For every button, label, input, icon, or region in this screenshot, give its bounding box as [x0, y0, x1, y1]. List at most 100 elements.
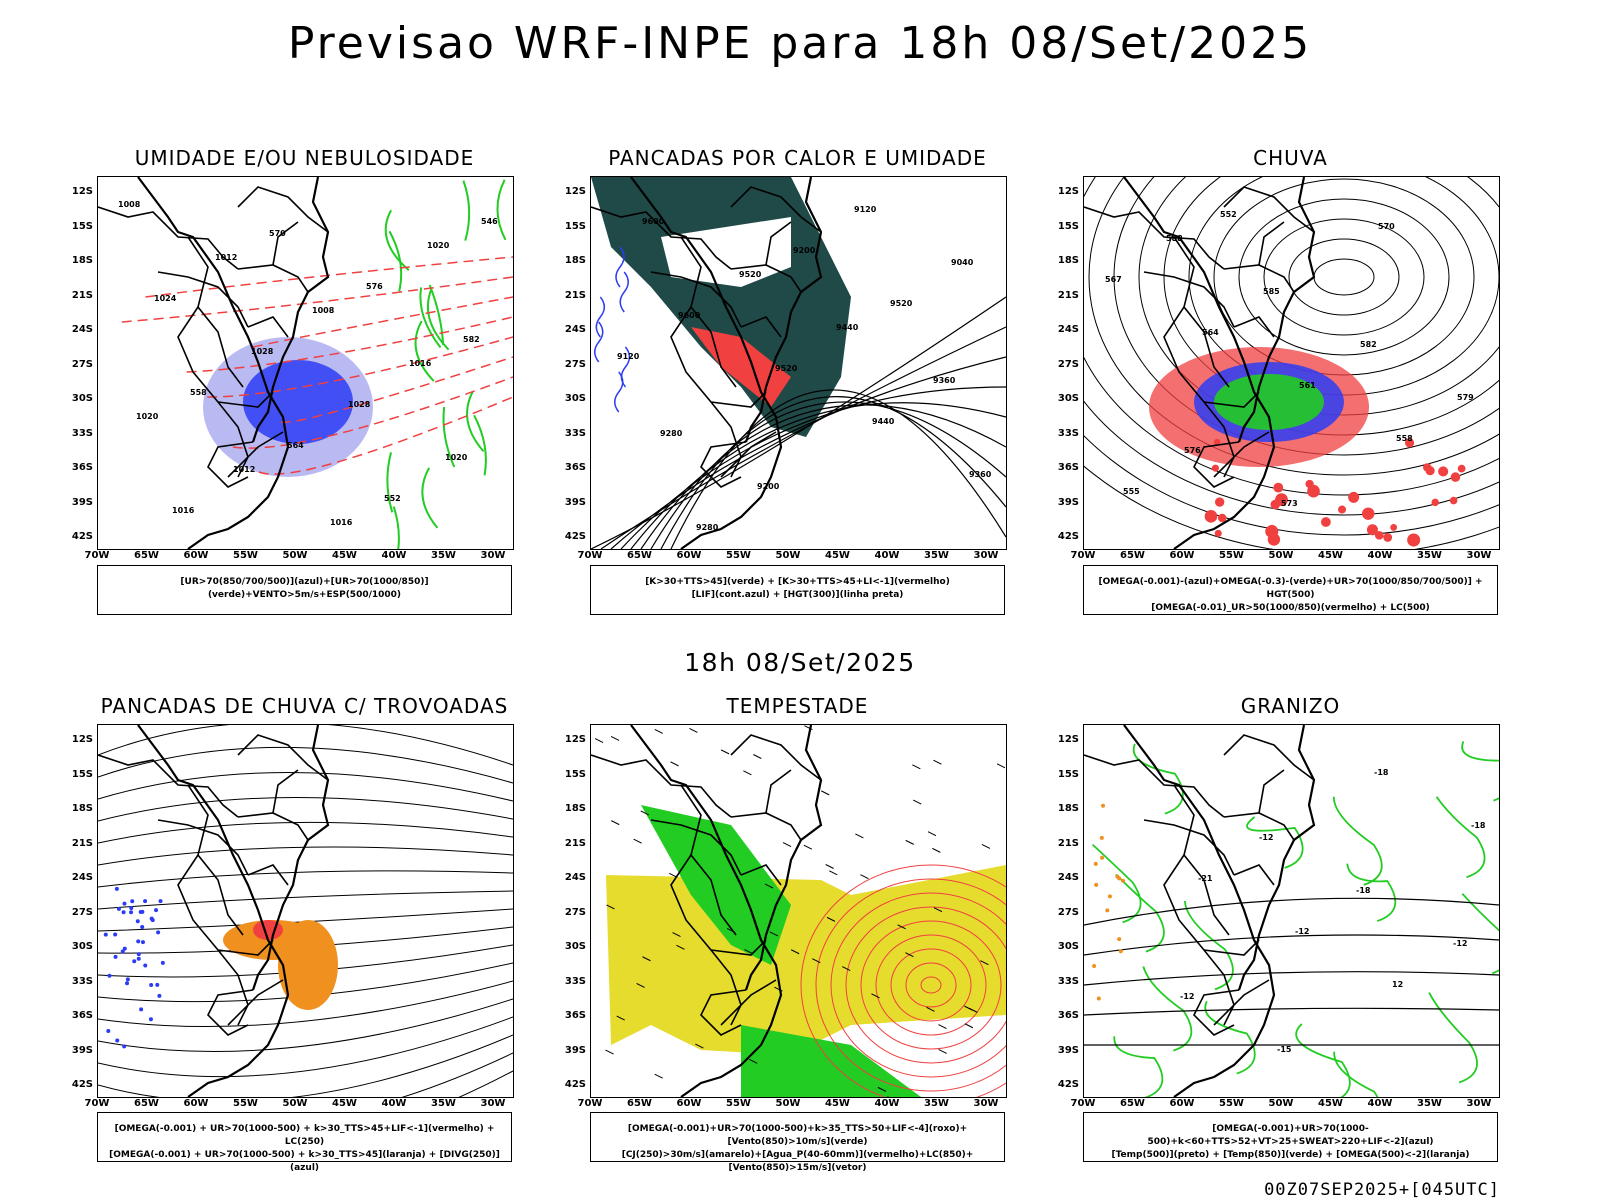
legend-pancadas-calor: [K>30+TTS>45](verde) + [K>30+TTS>45+LI<-… — [590, 565, 1005, 615]
country-border — [237, 186, 329, 233]
contour-label: 570 — [269, 229, 286, 238]
contour-label: 546 — [481, 217, 498, 226]
humidity-green-contour — [496, 179, 507, 241]
latitude-label: 15S — [564, 220, 586, 232]
height-contour — [620, 386, 1006, 549]
divergence-dot — [143, 899, 148, 904]
humidity-green-contour — [421, 467, 439, 529]
country-border — [1143, 819, 1235, 876]
streamline — [458, 1070, 513, 1097]
contour-label: 1012 — [233, 465, 255, 474]
thickness-contour — [121, 276, 513, 323]
streamline — [98, 870, 513, 888]
divergence-dot — [122, 946, 127, 951]
rain-cell — [1265, 524, 1279, 538]
contour-label: -18 — [1471, 821, 1486, 830]
contour-label: 552 — [1220, 210, 1237, 219]
height-contour — [1088, 177, 1499, 476]
wind-vector — [676, 944, 685, 950]
latitude-label: 39S — [564, 1044, 586, 1056]
longitude-label: 55W — [1219, 1098, 1244, 1109]
temp850-contour — [1091, 843, 1142, 924]
country-border — [1213, 431, 1270, 478]
contour-label: 9280 — [696, 523, 719, 532]
omega-dot — [1121, 878, 1126, 883]
omega-dot — [1092, 963, 1097, 968]
contour-label: -21 — [1198, 874, 1213, 883]
wind-vector — [695, 1043, 704, 1049]
temp500-contour — [1084, 1007, 1499, 1016]
wind-vector — [980, 960, 989, 966]
lifted-index-contour — [593, 321, 604, 363]
map-canvas: 9600 9520 9440 9360 9280 9200 9120 9040 9600 9520… — [591, 177, 1006, 549]
humidity-green-contour — [419, 287, 442, 349]
contour-label: -12 — [1453, 939, 1467, 948]
country-border — [700, 441, 747, 488]
contour-label: 9120 — [617, 352, 640, 361]
model-run-label: 00Z07SEP2025+[045UTC] — [1264, 1180, 1500, 1200]
latitude-label: 33S — [564, 975, 586, 987]
contour-label: 558 — [1396, 434, 1413, 443]
temp850-contour — [1295, 1023, 1351, 1097]
contour-label: 9360 — [933, 376, 956, 385]
thickness-contour — [186, 316, 513, 373]
wind-vector — [743, 770, 752, 776]
wind-vector — [782, 842, 792, 848]
latitude-label: 30S — [71, 941, 93, 952]
rain-cell — [1362, 507, 1375, 520]
longitude-label: 55W — [726, 1098, 751, 1109]
height-contour — [600, 326, 1006, 549]
country-border — [730, 264, 802, 293]
country-border — [1223, 812, 1295, 841]
country-border — [740, 864, 782, 886]
latitude-label: 18S — [564, 803, 586, 814]
humidity-green-contour — [384, 209, 410, 271]
omega-dot — [1115, 874, 1120, 879]
divergence-dot — [116, 906, 121, 911]
omega-dot — [1099, 835, 1104, 840]
latitude-label: 39S — [564, 496, 586, 508]
legend-line: [OMEGA(-0.001) + UR>70(1000-500) + k>30_… — [109, 1150, 500, 1173]
country-border — [247, 864, 289, 886]
rain-cell — [1457, 464, 1466, 473]
contour-label: 9520 — [890, 299, 913, 308]
lifted-index-contour — [614, 371, 624, 413]
divergence-dot — [156, 930, 161, 935]
temp850-contour — [1115, 873, 1165, 953]
rain-cell — [1348, 491, 1360, 503]
rain-cell — [1390, 523, 1398, 531]
country-border — [680, 784, 737, 936]
forecast-date-label: 18h 08/Set/2025 — [684, 648, 916, 677]
longitude-label: 45W — [332, 550, 357, 561]
height-contour — [660, 396, 1006, 549]
wind-vector — [933, 907, 943, 913]
latitude-label: 30S — [71, 393, 93, 404]
rain-cell — [1214, 497, 1225, 507]
temp850-contour — [1428, 992, 1478, 1084]
latitude-label: 36S — [71, 1010, 93, 1021]
contour-label: 561 — [1299, 381, 1316, 390]
country-border — [710, 391, 767, 408]
longitude-label: 45W — [1318, 1098, 1343, 1109]
streamline-red — [905, 962, 957, 1008]
thickness-contour — [145, 256, 513, 298]
humidity-green-contour — [466, 390, 485, 453]
longitude-label: 45W — [332, 1098, 357, 1109]
latitude-label: 21S — [1057, 837, 1079, 849]
legend-umidade: [UR>70(850/700/500)](azul)+[UR>70(1000/8… — [97, 565, 512, 615]
wind-vector — [842, 966, 851, 972]
streamline-red — [800, 864, 1006, 1097]
divergence-dot — [129, 905, 134, 910]
legend-chuva: [OMEGA(-0.001)-(azul)+OMEGA(-0.3)-(verde… — [1083, 565, 1498, 615]
longitude-label: 70W — [1070, 1098, 1096, 1109]
longitude-label: 30W — [480, 550, 506, 561]
longitude-label: 35W — [924, 550, 949, 561]
country-border — [650, 819, 742, 876]
divergence-dot — [160, 960, 165, 965]
wind-vector — [670, 761, 679, 767]
latitude-label: 12S — [1057, 734, 1079, 745]
divergence-dot — [158, 899, 163, 904]
latitude-label: 18S — [1057, 803, 1079, 814]
contour-label: -18 — [1356, 886, 1371, 895]
humidity-green-contour — [386, 452, 394, 513]
